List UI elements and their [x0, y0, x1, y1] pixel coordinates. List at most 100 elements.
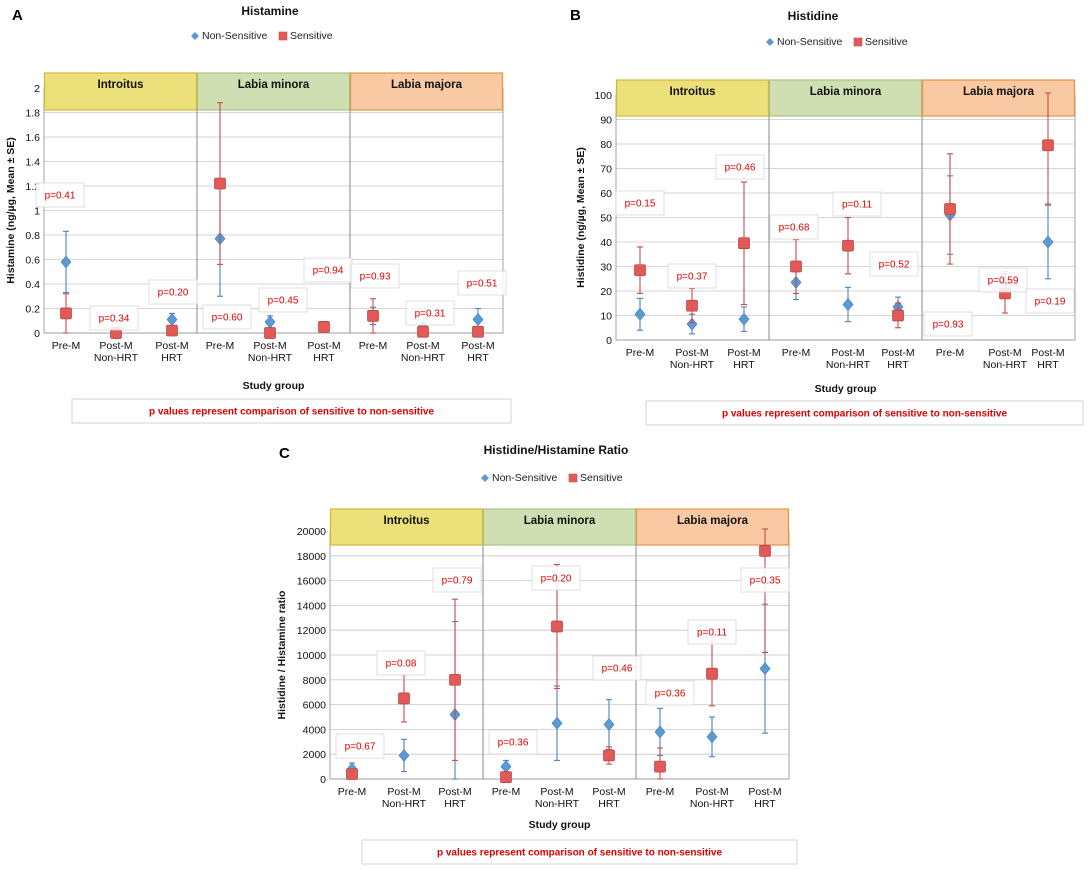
point-non-sensitive [500, 760, 512, 774]
p-value-box [432, 567, 482, 593]
y-tick-label: 18000 [297, 551, 326, 563]
x-category-label: Pre-M [936, 347, 965, 359]
panel-letter: C [279, 445, 290, 462]
point-sensitive [449, 673, 461, 686]
point-sensitive [346, 768, 358, 780]
x-category-label: Post-M [540, 786, 573, 798]
panel-c: C Histidine/Histamine Ratio Non-Sensitive S… [276, 443, 798, 865]
p-value-box [258, 287, 308, 313]
y-tick-label: 1.6 [25, 132, 40, 144]
y-tick-label: 14000 [297, 600, 326, 612]
x-category-label: Pre-M [338, 786, 367, 798]
y-tick-label: 1.4 [25, 157, 40, 169]
point-sensitive [264, 327, 276, 339]
y-tick-label: 100 [594, 90, 612, 102]
p-value-box [350, 263, 400, 289]
note-box [71, 398, 512, 424]
x-category-label: Post-M [155, 340, 188, 352]
x-category-label: Post-M [387, 786, 420, 798]
x-category-label: Post-M [675, 347, 708, 359]
x-category-label: Post-M [406, 340, 439, 352]
p-value-box [740, 567, 790, 593]
p-value-box [335, 733, 385, 759]
point-sensitive [367, 310, 379, 322]
x-category-label: Non-HRT [248, 352, 293, 364]
point-non-sensitive [634, 307, 646, 321]
y-axis-title: Histamine (ng/µg, Mean ± SE) [5, 137, 17, 284]
y-tick-label: 0 [34, 328, 40, 340]
p-value-label: p=0.34 [99, 314, 130, 325]
region-band [349, 72, 504, 111]
point-non-sensitive [166, 313, 178, 326]
point-sensitive [738, 237, 750, 250]
p-value-label: p=0.52 [879, 260, 910, 271]
point-sensitive [759, 544, 771, 557]
legend-label-sensitive: Sensitive [865, 36, 908, 48]
p-value-box [615, 190, 665, 216]
point-sensitive [166, 324, 178, 337]
x-category-label: Non-HRT [535, 798, 580, 810]
p-value-box [457, 270, 507, 296]
y-tick-label: 10000 [297, 650, 326, 662]
p-value-label: p=0.93 [360, 272, 391, 283]
x-category-label: Non-HRT [94, 352, 139, 364]
point-sensitive [417, 325, 429, 338]
x-category-label: Pre-M [359, 340, 388, 352]
panel-a: A Histamine Non-Sensitive Sensitive 0 0.2 0.4 0… [5, 4, 512, 424]
x-category-label: HRT [313, 352, 335, 364]
x-category-label: Non-HRT [690, 798, 735, 810]
region-band [43, 72, 198, 111]
point-sensitive [842, 239, 854, 252]
legend-label-sensitive: Sensitive [580, 472, 623, 484]
point-non-sensitive [842, 298, 854, 311]
x-category-label: HRT [754, 798, 776, 810]
p-value-label: p=0.20 [541, 574, 572, 585]
y-tick-label: 50 [600, 213, 612, 225]
chart-title: Histidine/Histamine Ratio [484, 443, 629, 457]
x-category-label: Non-HRT [401, 352, 446, 364]
y-tick-label: 80 [600, 139, 612, 151]
region-label: Labia minora [810, 86, 882, 98]
x-category-label: Post-M [253, 340, 286, 352]
p-value-label: p=0.20 [158, 288, 189, 299]
x-category-label: Non-HRT [826, 359, 871, 371]
y-tick-label: 0.4 [25, 279, 40, 291]
p-value-box [978, 267, 1028, 293]
x-category-label: Post-M [438, 786, 471, 798]
x-category-label: Non-HRT [670, 359, 715, 371]
region-band [921, 79, 1076, 117]
point-non-sensitive [472, 313, 484, 326]
y-tick-label: 0.8 [25, 230, 40, 242]
y-tick-label: 0.6 [25, 255, 40, 267]
p-value-box [376, 650, 426, 676]
point-non-sensitive [654, 725, 666, 739]
region-band [768, 79, 923, 117]
panel-b: B Histidine Non-Sensitive Sensitive 0 10 20 30 4… [570, 7, 1084, 426]
legend-marker-non-sensitive [191, 32, 199, 40]
p-value-box [89, 305, 139, 331]
point-non-sensitive [551, 716, 563, 730]
point-sensitive [551, 620, 563, 633]
point-non-sensitive [738, 312, 750, 326]
p-value-label: p=0.94 [313, 266, 344, 277]
p-value-label: p=0.51 [467, 279, 498, 290]
x-category-label: Post-M [307, 340, 340, 352]
point-non-sensitive [264, 315, 276, 329]
p-value-box [202, 304, 252, 330]
x-category-label: HRT [1037, 359, 1059, 371]
x-category-label: HRT [161, 352, 183, 364]
p-value-label: p=0.19 [1035, 297, 1066, 308]
legend-marker-sensitive [568, 473, 578, 483]
panel-letter: B [570, 7, 581, 24]
y-tick-label: 70 [600, 164, 612, 176]
x-axis-title: Study group [815, 383, 877, 395]
y-tick-label: 60 [600, 188, 612, 200]
p-value-box [1025, 288, 1075, 314]
p-value-label: p=0.79 [442, 576, 473, 587]
y-tick-label: 8000 [303, 675, 327, 687]
y-axis-title: Histidine / Histamine ratio [276, 591, 288, 720]
note-text: p values represent comparison of sensiti… [722, 409, 1008, 420]
point-sensitive [892, 309, 904, 322]
y-tick-label: 4000 [303, 724, 327, 736]
